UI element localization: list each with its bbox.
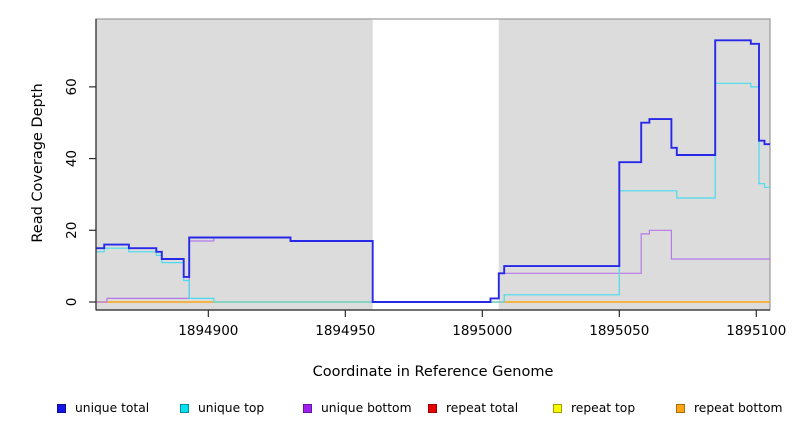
x-tick-label: 1894950: [315, 323, 375, 339]
y-tick-label: 40: [64, 150, 80, 167]
legend-swatch-repeat-bottom: [676, 403, 685, 413]
legend-item-repeat-top: repeat top: [553, 399, 635, 417]
legend-swatch-unique-bottom: [303, 403, 312, 413]
legend-label: unique total: [75, 401, 150, 415]
legend-item-repeat-total: repeat total: [428, 399, 518, 417]
y-tick-label: 0: [64, 298, 80, 307]
legend-label: unique bottom: [321, 401, 412, 415]
shaded-region-0: [96, 19, 373, 310]
legend-item-unique-top: unique top: [180, 399, 264, 417]
series-line-unique-top: [96, 82, 770, 303]
shaded-region-1: [498, 19, 770, 310]
legend-swatch-unique-top: [180, 403, 189, 413]
series-line-unique-total: [96, 39, 770, 303]
x-tick-label: 1894900: [178, 323, 238, 339]
y-tick-label: 20: [64, 222, 80, 239]
legend-item-unique-bottom: unique bottom: [303, 399, 412, 417]
legend-item-unique-total: unique total: [57, 399, 149, 417]
y-tick-label: 60: [64, 78, 80, 95]
chart-legend: unique total unique top unique bottom repea…: [0, 399, 792, 419]
legend-label: unique top: [198, 401, 265, 415]
x-tick-label: 1895100: [726, 323, 786, 339]
legend-swatch-repeat-total: [428, 403, 437, 413]
legend-label: repeat top: [571, 401, 636, 415]
x-tick-label: 1895050: [589, 323, 649, 339]
legend-swatch-repeat-top: [553, 403, 562, 413]
legend-label: repeat total: [446, 401, 519, 415]
x-tick-label: 1895000: [452, 323, 512, 339]
legend-label: repeat bottom: [694, 401, 783, 415]
y-axis-label: Read Coverage Depth: [30, 83, 46, 243]
legend-swatch-unique-total: [57, 403, 66, 413]
x-axis-label: Coordinate in Reference Genome: [312, 364, 554, 380]
legend-item-repeat-bottom: repeat bottom: [676, 399, 782, 417]
